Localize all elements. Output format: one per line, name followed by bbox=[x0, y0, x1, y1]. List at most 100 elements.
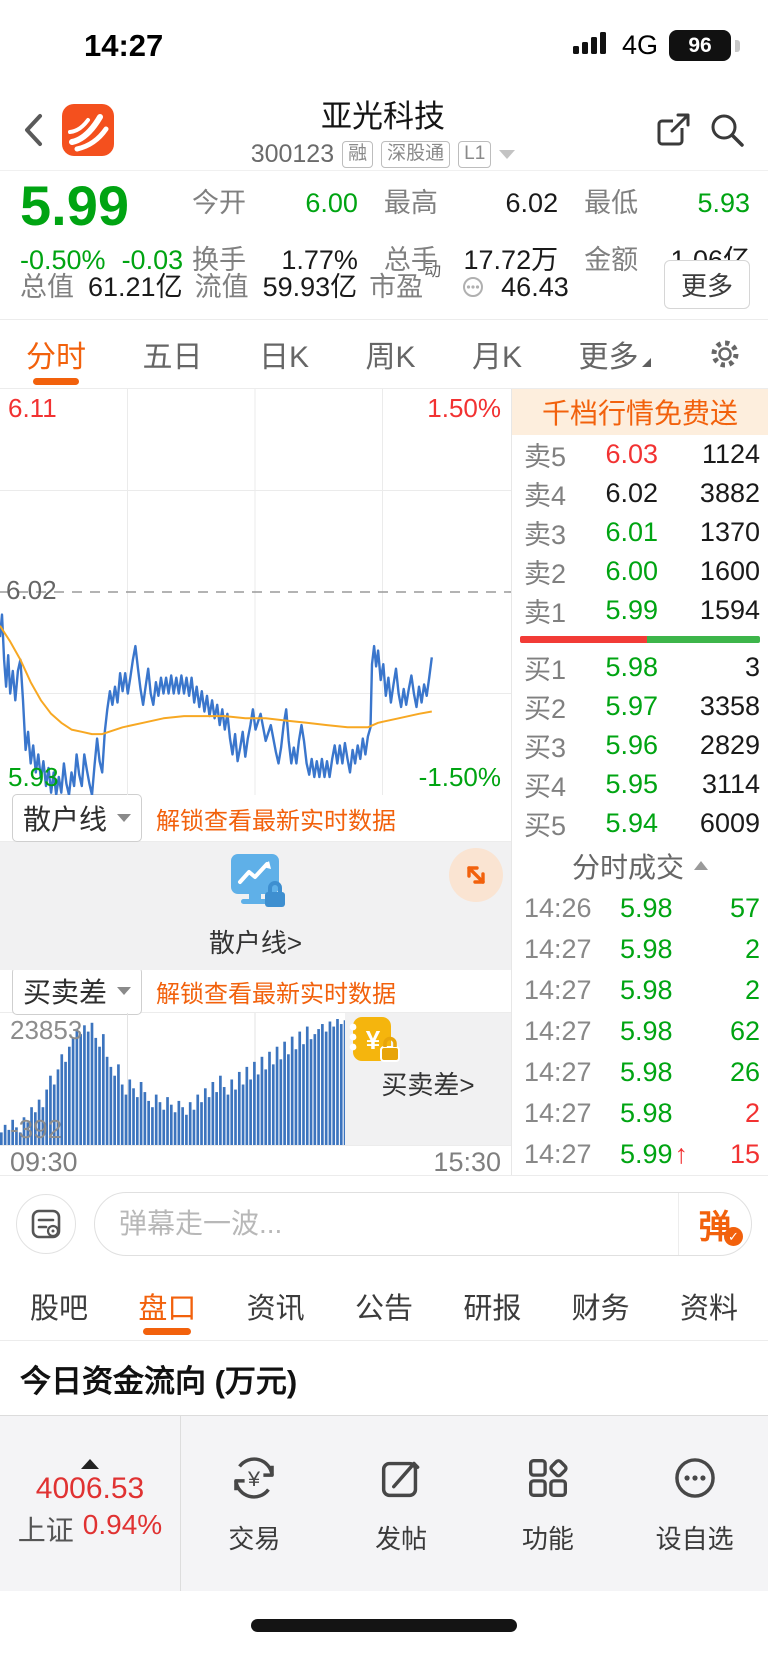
chart-period-tabs: 分时 五日 日K 周K 月K 更多 bbox=[0, 320, 768, 389]
unlock-link[interactable]: 解锁查看最新实时数据 bbox=[156, 807, 397, 835]
bid-row-3[interactable]: 买3 5.96 2829 bbox=[524, 730, 760, 763]
retail-line-dropdown[interactable]: 散户线 bbox=[12, 794, 143, 842]
bid-ask-diff-dropdown[interactable]: 买卖差 bbox=[12, 967, 143, 1015]
retail-line-promo-panel[interactable]: 散户线> bbox=[0, 842, 511, 970]
change-percent: -0.50% bbox=[20, 245, 106, 275]
circle-ellipsis-icon bbox=[669, 1452, 721, 1509]
bars-max-label: 23853 bbox=[10, 1015, 83, 1045]
tab-weekly-k[interactable]: 周K bbox=[365, 341, 416, 374]
home-indicator[interactable] bbox=[251, 1619, 517, 1632]
unlock-link[interactable]: 解锁查看最新实时数据 bbox=[156, 980, 397, 1008]
tick-row: 14:26 5.98 57 bbox=[524, 893, 760, 923]
tick-row: 14:27 5.99 ↑ 15 bbox=[524, 1139, 760, 1169]
tab-daily-k[interactable]: 日K bbox=[258, 341, 309, 374]
svg-text:¥: ¥ bbox=[366, 1025, 381, 1055]
tick-row: 14:27 5.98 26 bbox=[524, 1057, 760, 1087]
tab-forum[interactable]: 股吧 bbox=[30, 1293, 89, 1325]
nav-items: ¥ 交易 发帖 功能 设自选 bbox=[181, 1416, 768, 1591]
badge-level: L1 bbox=[458, 141, 492, 168]
tick-row: 14:27 5.98 2 bbox=[524, 1098, 760, 1128]
comment-settings-icon[interactable] bbox=[16, 1194, 76, 1254]
timeshare-chart[interactable]: 6.11 1.50% 6.02 5.93 -1.50% bbox=[0, 389, 511, 795]
ask-row-5[interactable]: 卖5 6.03 1124 bbox=[524, 439, 760, 472]
bid-ask-diff-promo-panel[interactable]: ¥ 买卖差> bbox=[345, 1013, 511, 1145]
tab-announcements[interactable]: 公告 bbox=[354, 1293, 413, 1325]
stock-subrow[interactable]: 300123 融 深股通 L1 bbox=[251, 140, 516, 169]
signal-icon bbox=[572, 31, 611, 60]
badge-szconnect: 深股通 bbox=[381, 141, 451, 168]
badge-margin: 融 bbox=[342, 141, 374, 168]
index-value: 4006.53 bbox=[35, 1471, 145, 1505]
bars-min-label: -392 bbox=[10, 1114, 63, 1144]
corner-triangle-icon bbox=[642, 357, 652, 367]
capital-flow-title: 今日资金流向 (万元) bbox=[20, 1363, 298, 1399]
tab-profile[interactable]: 资料 bbox=[679, 1293, 738, 1325]
order-book-column: 千档行情免费送 卖5 6.03 1124 卖4 6.02 3882 卖3 6.01 1370… bbox=[512, 389, 768, 1175]
last-price: 5.99 bbox=[20, 174, 129, 237]
check-badge-icon bbox=[724, 1227, 743, 1246]
chart-low-label: 5.93 bbox=[8, 762, 59, 792]
tab-more[interactable]: 更多 bbox=[578, 320, 652, 388]
collapse-triangle-icon bbox=[694, 861, 708, 870]
locked-chart-icon bbox=[223, 852, 289, 917]
bid-row-1[interactable]: 买1 5.98 3 bbox=[524, 652, 760, 685]
home-area bbox=[0, 1591, 768, 1663]
bid-row-5[interactable]: 买5 5.94 6009 bbox=[524, 808, 760, 841]
stat-low: 最低 5.93 bbox=[584, 188, 750, 218]
nav-watchlist[interactable]: 设自选 bbox=[621, 1416, 768, 1591]
trade-yen-icon: ¥ bbox=[228, 1452, 280, 1509]
buy-ratio-segment bbox=[647, 636, 760, 643]
bid-row-4[interactable]: 买4 5.95 3114 bbox=[524, 769, 760, 802]
buy-sell-ratio-bar bbox=[520, 636, 760, 643]
timeshare-plot bbox=[0, 389, 511, 795]
tab-five-day[interactable]: 五日 bbox=[142, 341, 203, 374]
stat-volume: 总手 17.72万 bbox=[383, 245, 559, 275]
tab-timeshare[interactable]: 分时 bbox=[26, 320, 86, 388]
ask-row-2[interactable]: 卖2 6.00 1600 bbox=[524, 556, 760, 589]
index-name: 上证 bbox=[17, 1514, 74, 1546]
nav-features[interactable]: 功能 bbox=[475, 1416, 622, 1591]
more-button[interactable]: 更多 bbox=[663, 260, 750, 309]
stat-float-cap: 流值 59.93亿 bbox=[194, 272, 358, 302]
ask-row-3[interactable]: 卖3 6.01 1370 bbox=[524, 517, 760, 550]
status-bar: 14:27 4G 96 bbox=[0, 0, 768, 90]
tab-research[interactable]: 研报 bbox=[463, 1293, 522, 1325]
ask-row-4[interactable]: 卖4 6.02 3882 bbox=[524, 478, 760, 511]
share-icon[interactable] bbox=[652, 109, 694, 151]
chart-settings-gear-icon[interactable] bbox=[708, 320, 742, 388]
price-change: -0.50% -0.03 bbox=[20, 245, 183, 276]
app-logo-icon[interactable] bbox=[62, 104, 114, 156]
tab-order-flow[interactable]: 盘口 bbox=[138, 1272, 196, 1340]
content-tabs: 股吧 盘口 资讯 公告 研报 财务 资料 bbox=[0, 1272, 768, 1341]
back-icon[interactable] bbox=[20, 110, 50, 150]
quote-bottom-row: 总值 61.21亿 流值 59.93亿 市盈动 46.43 更多 bbox=[20, 260, 750, 309]
bid-ask-diff-plot bbox=[0, 1013, 347, 1145]
search-icon[interactable] bbox=[706, 109, 748, 151]
bid-ask-diff-chart[interactable]: 23853 -392 ¥ 买卖差> bbox=[0, 1013, 511, 1145]
index-quote-widget[interactable]: 4006.53 上证 0.94% bbox=[0, 1416, 181, 1591]
index-up-triangle-icon bbox=[81, 1458, 99, 1469]
stock-code: 300123 bbox=[250, 140, 335, 168]
quote-panel: 5.99 -0.50% -0.03 今开 6.00 最高 6.02 最低 5.93 换… bbox=[0, 171, 768, 320]
level-promo-banner[interactable]: 千档行情免费送 bbox=[512, 389, 768, 435]
bid-ask-diff-cta[interactable]: 买卖差> bbox=[381, 1069, 475, 1100]
bid-row-2[interactable]: 买2 5.97 3358 bbox=[524, 691, 760, 724]
network-type: 4G bbox=[621, 30, 658, 60]
retail-line-cta[interactable]: 散户线> bbox=[208, 928, 303, 958]
nav-post[interactable]: 发帖 bbox=[328, 1416, 475, 1591]
sell-ratio-segment bbox=[520, 636, 648, 643]
tab-monthly-k[interactable]: 月K bbox=[471, 341, 522, 374]
tick-list-header[interactable]: 分时成交 bbox=[512, 843, 768, 888]
chevron-down-icon bbox=[117, 987, 132, 995]
ask-row-1[interactable]: 卖1 5.99 1594 bbox=[524, 595, 760, 628]
index-percent: 0.94% bbox=[82, 1508, 163, 1540]
tab-financials[interactable]: 财务 bbox=[571, 1293, 630, 1325]
tab-news[interactable]: 资讯 bbox=[246, 1293, 305, 1325]
nav-trade[interactable]: ¥ 交易 bbox=[181, 1416, 328, 1591]
expand-icon[interactable] bbox=[449, 848, 503, 902]
stat-pe-ratio: 市盈动 46.43 bbox=[369, 261, 569, 304]
stat-high: 最高 6.02 bbox=[383, 188, 559, 218]
danmaku-input[interactable] bbox=[95, 1208, 678, 1240]
uptick-arrow: ↑ bbox=[674, 1139, 689, 1169]
danmaku-send-button[interactable]: 弹 bbox=[678, 1193, 751, 1255]
